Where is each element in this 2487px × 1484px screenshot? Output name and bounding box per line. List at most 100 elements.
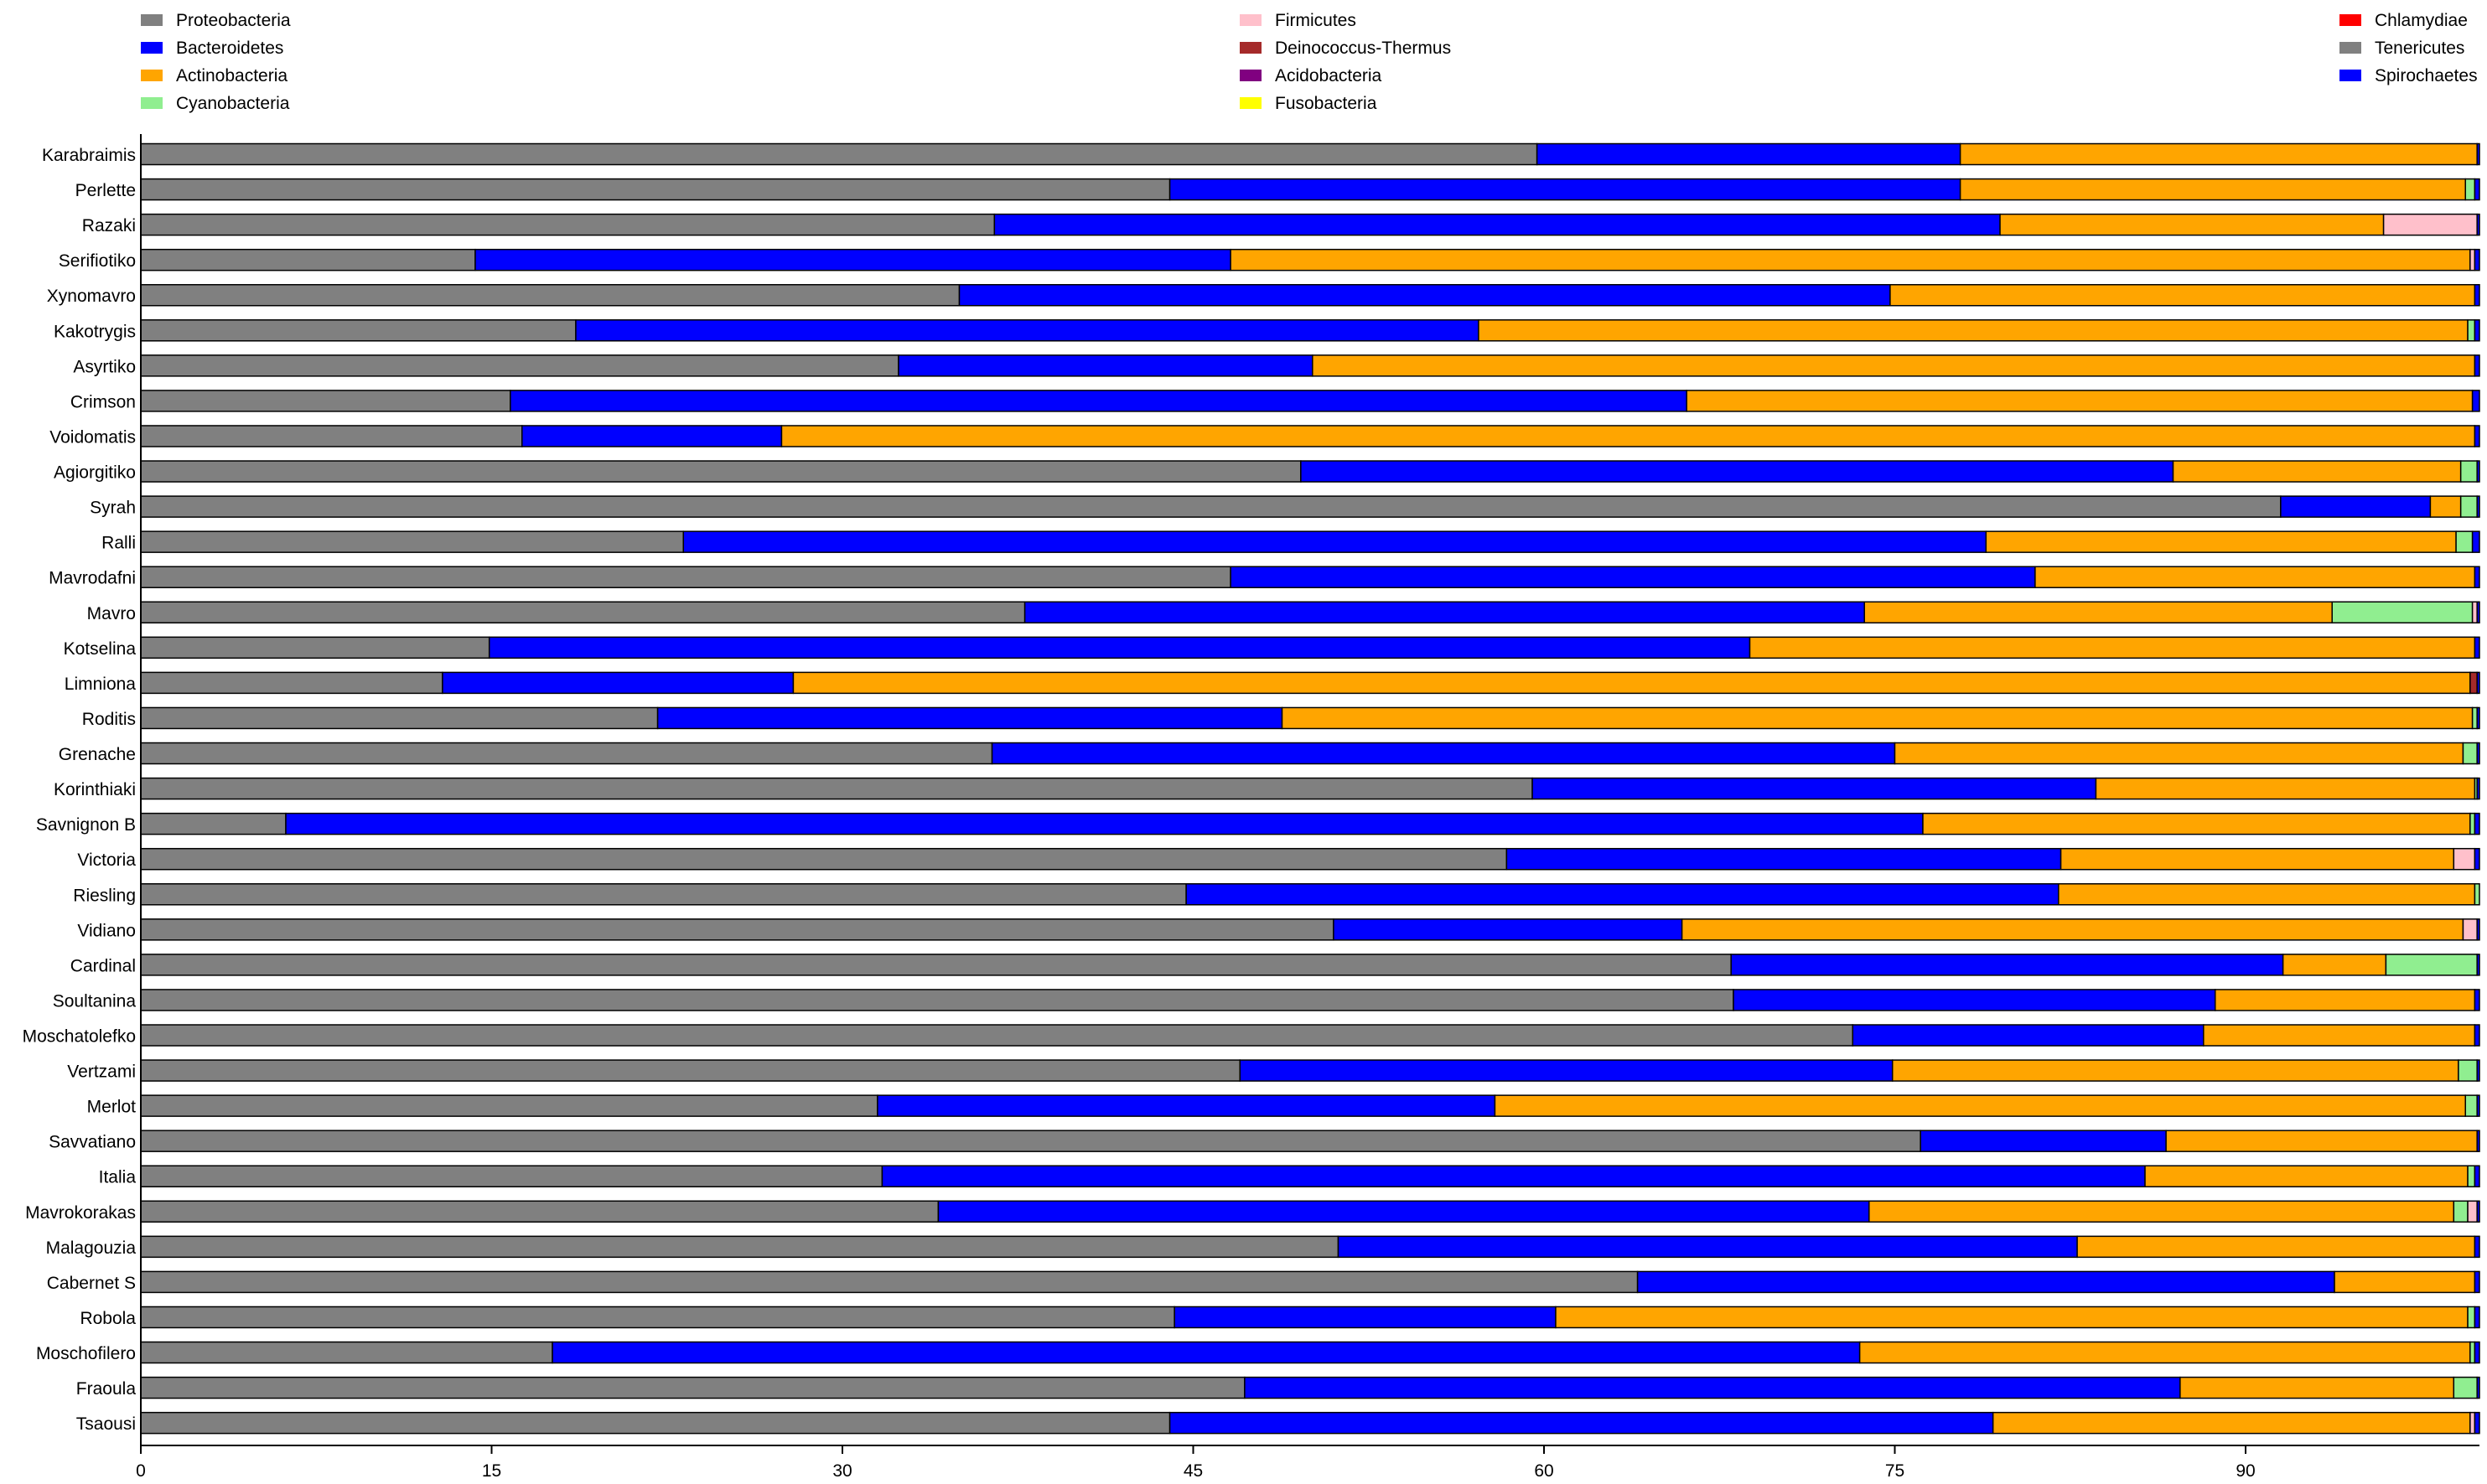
bar-segment-roditis-proteobacteria <box>140 706 659 730</box>
category-label-ralli: Ralli <box>101 534 136 553</box>
bar-segment-perlette-actinobacteria <box>1959 178 2467 201</box>
legend-label-actinobacteria: Actinobacteria <box>176 66 288 85</box>
x-axis: 0 15 30 45 60 75 90 <box>136 134 2479 1481</box>
bar-row-roditis <box>140 706 2480 730</box>
bar-segment-victoria-proteobacteria <box>140 847 1508 871</box>
bar-row-italia <box>140 1165 2480 1187</box>
bar-segment-kakotrygis-proteobacteria <box>140 319 577 342</box>
bar-segment-moschatolefko-actinobacteria <box>2203 1024 2476 1047</box>
legend-swatch-actinobacteria <box>141 70 163 81</box>
bar-segment-kotselina-proteobacteria <box>140 636 490 659</box>
bar-segment-roditis-actinobacteria <box>1281 706 2474 730</box>
bar-segment-xynomavro-bacteroidetes <box>958 283 1891 307</box>
bar-segment-tsaousi-firmicutes <box>2469 1411 2476 1435</box>
bar-row-syrah <box>140 495 2480 518</box>
bar-row-ralli <box>140 530 2480 553</box>
bar-segment-moschofilero-bacteroidetes <box>552 1341 1861 1364</box>
bar-segment-serifiotiko-proteobacteria <box>140 248 476 271</box>
bar-segment-xynomavro-proteobacteria <box>140 283 961 307</box>
bar-segment-mavrokorakas-cyanobacteria <box>2453 1200 2469 1223</box>
bar-segment-asyrtiko-bacteroidetes <box>898 354 1313 377</box>
legend-item-acidobacteria: Acidobacteria <box>1240 66 1382 85</box>
category-label-victoria: Victoria <box>77 851 136 870</box>
bar-segment-malagouzia-proteobacteria <box>140 1235 1339 1259</box>
legend-item-proteobacteria: Proteobacteria <box>141 11 291 30</box>
bar-segment-vertzami-proteobacteria <box>140 1059 1241 1082</box>
bar-segment-karabraimis-actinobacteria <box>1959 142 2478 166</box>
category-label-vidiano: Vidiano <box>77 921 136 940</box>
bar-segment-ralli-actinobacteria <box>1985 530 2457 553</box>
bar-segment-vidiano-spirochaetes <box>2476 918 2480 941</box>
legend-item-fusobacteria: Fusobacteria <box>1240 94 1377 113</box>
bar-segment-cardinal-proteobacteria <box>140 954 1732 976</box>
category-label-roditis: Roditis <box>82 710 136 729</box>
category-label-cabernet-s: Cabernet S <box>47 1274 136 1293</box>
bar-row-savvatiano <box>140 1130 2480 1152</box>
legend-label-cyanobacteria: Cyanobacteria <box>176 94 290 113</box>
bar-segment-mavro-firmicutes <box>2471 601 2478 624</box>
bar-segment-kakotrygis-actinobacteria <box>1478 319 2469 342</box>
bar-segment-robola-actinobacteria <box>1555 1306 2469 1329</box>
bar-segment-kotselina-actinobacteria <box>1749 636 2476 659</box>
bar-segment-kotselina-bacteroidetes <box>488 636 1751 659</box>
legend-item-spirochaetes: Spirochaetes <box>2339 66 2478 85</box>
category-label-agiorgitiko: Agiorgitiko <box>54 463 136 483</box>
bar-segment-serifiotiko-firmicutes <box>2469 248 2476 271</box>
bar-segment-savnignon-b-proteobacteria <box>140 812 287 835</box>
legend-item-deinococcus-thermus: Deinococcus-Thermus <box>1240 39 1451 58</box>
category-label-fraoula: Fraoula <box>76 1379 137 1399</box>
bar-segment-cardinal-actinobacteria <box>2282 954 2387 976</box>
bar-segment-kotselina-spirochaetes <box>2474 636 2480 659</box>
bar-segment-victoria-firmicutes <box>2453 847 2476 871</box>
bar-segment-asyrtiko-proteobacteria <box>140 354 899 377</box>
bar-segment-karabraimis-bacteroidetes <box>1536 142 1961 166</box>
bar-segment-vidiano-firmicutes <box>2462 918 2478 941</box>
category-label-asyrtiko: Asyrtiko <box>73 357 136 376</box>
bar-row-agiorgitiko <box>140 460 2480 483</box>
legend-item-bacteroidetes: Bacteroidetes <box>141 39 283 58</box>
category-label-moschofilero: Moschofilero <box>36 1344 136 1363</box>
bar-segment-ralli-bacteroidetes <box>682 530 1987 553</box>
bar-row-malagouzia <box>140 1235 2480 1259</box>
bar-row-crimson <box>140 390 2480 412</box>
bar-segment-victoria-bacteroidetes <box>1505 847 2062 871</box>
category-label-voidomatis: Voidomatis <box>49 427 136 447</box>
bar-row-cardinal <box>140 954 2480 976</box>
bar-segment-vidiano-proteobacteria <box>140 918 1334 941</box>
bar-segment-perlette-cyanobacteria <box>2464 178 2476 201</box>
category-label-crimson: Crimson <box>70 392 136 411</box>
category-label-mavrokorakas: Mavrokorakas <box>25 1203 136 1223</box>
bar-segment-cabernet-s-actinobacteria <box>2334 1270 2476 1294</box>
bar-segment-vertzami-cyanobacteria <box>2458 1059 2478 1082</box>
x-tick-label-60: 60 <box>1534 1461 1553 1481</box>
category-label-grenache: Grenache <box>59 745 136 764</box>
bar-segment-fraoula-spirochaetes <box>2476 1376 2480 1399</box>
bar-segment-razaki-firmicutes <box>2382 213 2478 236</box>
bar-segment-riesling-cyanobacteria <box>2474 883 2480 906</box>
category-label-kotselina: Kotselina <box>64 639 137 659</box>
bar-segment-mavro-actinobacteria <box>1863 601 2333 624</box>
bar-segment-limniona-actinobacteria <box>792 671 2471 695</box>
x-tick-label-30: 30 <box>832 1461 852 1481</box>
legend-label-spirochaetes: Spirochaetes <box>2375 66 2478 85</box>
legend-item-firmicutes: Firmicutes <box>1240 11 1356 30</box>
legend-swatch-deinococcus-thermus <box>1240 42 1262 54</box>
bar-segment-tsaousi-actinobacteria <box>1992 1411 2471 1435</box>
category-label-xynomavro: Xynomavro <box>47 287 136 306</box>
bar-segment-savvatiano-proteobacteria <box>140 1130 1921 1152</box>
bar-segment-italia-cyanobacteria <box>2467 1165 2476 1187</box>
bar-segment-vertzami-bacteroidetes <box>1239 1059 1894 1082</box>
x-tick-label-15: 15 <box>482 1461 501 1481</box>
bar-row-kakotrygis <box>140 319 2480 342</box>
bar-row-vertzami <box>140 1059 2480 1082</box>
bar-segment-serifiotiko-spirochaetes <box>2474 248 2480 271</box>
bar-row-razaki <box>140 213 2480 236</box>
bar-segment-mavrokorakas-actinobacteria <box>1868 1200 2455 1223</box>
bar-segment-soultanina-actinobacteria <box>2214 989 2476 1011</box>
category-label-mavrodafni: Mavrodafni <box>49 569 136 588</box>
bar-row-riesling <box>140 883 2480 906</box>
bar-segment-robola-proteobacteria <box>140 1306 1175 1329</box>
category-label-serifiotiko: Serifiotiko <box>59 251 136 271</box>
bar-row-vidiano <box>140 918 2480 941</box>
bar-segment-limniona-bacteroidetes <box>442 671 795 695</box>
